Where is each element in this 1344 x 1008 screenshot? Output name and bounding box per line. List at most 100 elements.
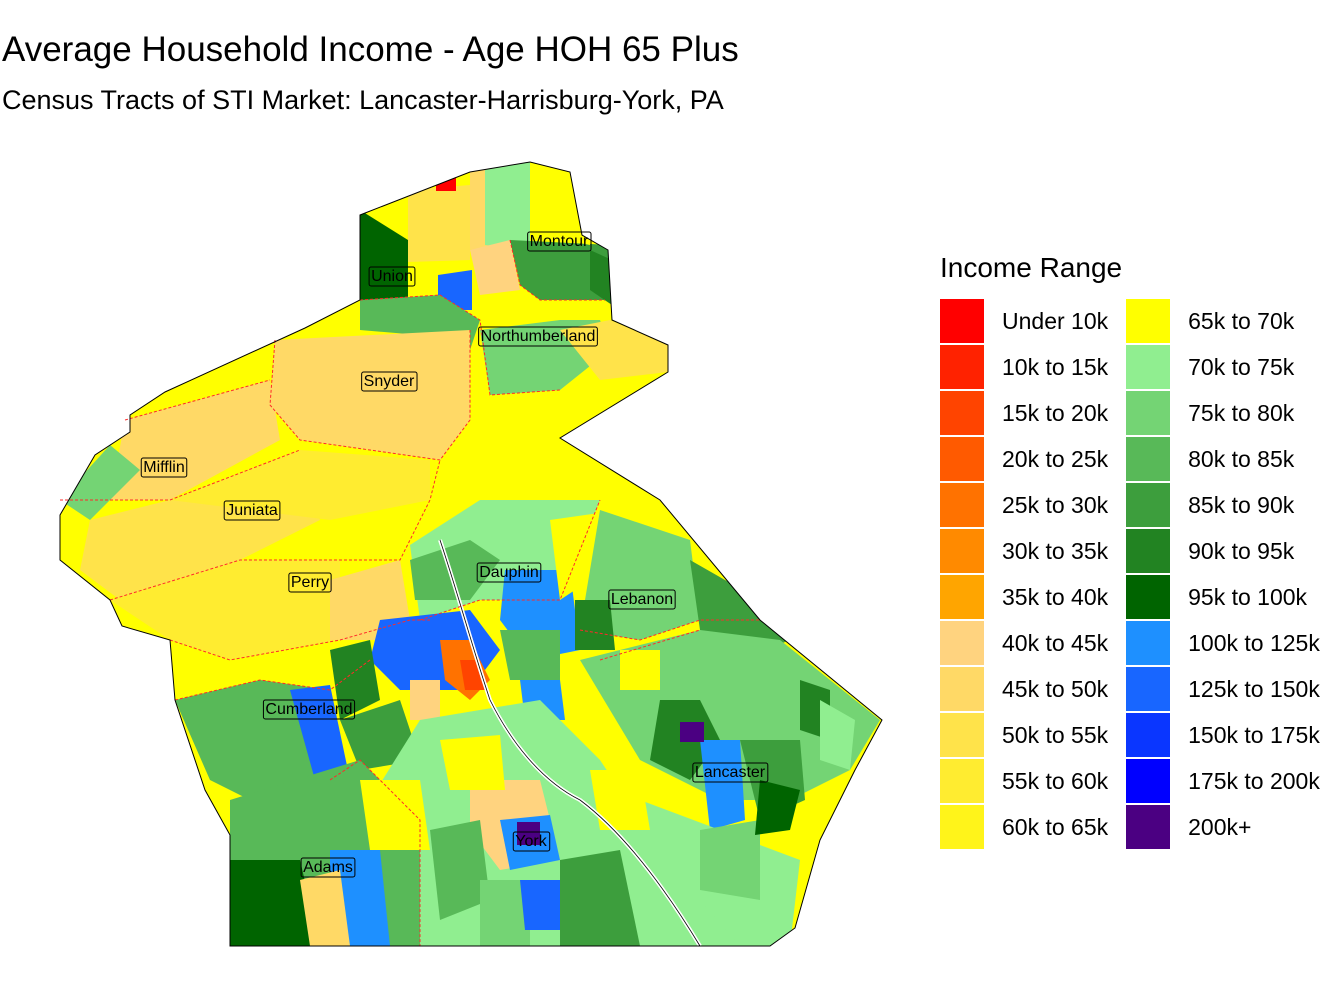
- legend-column: Under 10k 10k to 15k 15k to 20k 20k to 25k 2…: [940, 298, 1108, 850]
- legend: Income Range Under 10k 10k to 15k 15k to 2…: [940, 252, 1320, 850]
- legend-swatch: [1126, 299, 1171, 343]
- legend-swatch: [940, 759, 984, 803]
- county-label-union: Union: [368, 266, 416, 287]
- legend-label: 30k to 35k: [1002, 537, 1109, 564]
- legend-item: 20k to 25k: [940, 436, 1108, 482]
- county-label-text: Perry: [291, 574, 329, 591]
- legend-label: 75k to 80k: [1188, 399, 1295, 426]
- county-label-text: Juniata: [226, 502, 278, 519]
- legend-swatch: [1126, 575, 1171, 619]
- legend-swatch: [1126, 483, 1171, 527]
- legend-columns: Under 10k 10k to 15k 15k to 20k 20k to 25k 2…: [940, 298, 1320, 850]
- legend-item: Under 10k: [940, 298, 1108, 344]
- legend-item: 175k to 200k: [1126, 758, 1320, 804]
- legend-swatch: [940, 805, 984, 849]
- legend-swatch: [940, 391, 984, 435]
- legend-label: 100k to 125k: [1188, 629, 1320, 656]
- legend-item: 60k to 65k: [940, 804, 1108, 850]
- legend-label: 125k to 150k: [1188, 675, 1320, 702]
- county-label-juniata: Juniata: [223, 500, 281, 521]
- legend-swatch: [940, 713, 984, 757]
- county-label-lebanon: Lebanon: [608, 589, 676, 610]
- river-edge: [439, 539, 701, 947]
- county-label-text: Lancaster: [695, 764, 766, 781]
- legend-label: 60k to 65k: [1002, 813, 1109, 840]
- legend-label: 40k to 45k: [1002, 629, 1109, 656]
- legend-swatch: [1126, 345, 1171, 389]
- legend-item: 10k to 15k: [940, 344, 1108, 390]
- legend-item: 30k to 35k: [940, 528, 1108, 574]
- legend-item: 50k to 55k: [940, 712, 1108, 758]
- legend-swatch: [940, 529, 984, 573]
- legend-item: 25k to 30k: [940, 482, 1108, 528]
- legend-label: 95k to 100k: [1188, 583, 1308, 610]
- legend-swatch: [1126, 437, 1171, 481]
- legend-label: 175k to 200k: [1188, 767, 1320, 794]
- county-label-perry: Perry: [288, 572, 332, 593]
- legend-item: 35k to 40k: [940, 574, 1108, 620]
- legend-swatch: [1126, 713, 1171, 757]
- legend-label: 55k to 60k: [1002, 767, 1109, 794]
- county-label-mifflin: Mifflin: [140, 457, 188, 478]
- legend-swatch: [1126, 759, 1171, 803]
- legend-label: 80k to 85k: [1188, 445, 1295, 472]
- county-boundaries: [60, 239, 760, 946]
- legend-item: 75k to 80k: [1126, 390, 1320, 436]
- county-label-snyder: Snyder: [361, 371, 418, 392]
- county-label-dauphin: Dauphin: [476, 562, 542, 583]
- county-label-text: Snyder: [364, 373, 415, 390]
- legend-label: 90k to 95k: [1188, 537, 1295, 564]
- legend-label: 25k to 30k: [1002, 491, 1109, 518]
- legend-label: 85k to 90k: [1188, 491, 1295, 518]
- legend-label: 15k to 20k: [1002, 399, 1109, 426]
- county-label-york: York: [512, 831, 551, 852]
- county-label-lancaster: Lancaster: [692, 762, 769, 783]
- legend-item: 125k to 150k: [1126, 666, 1320, 712]
- legend-swatch: [940, 621, 984, 665]
- legend-label: 35k to 40k: [1002, 583, 1109, 610]
- region-outline: [59, 161, 883, 947]
- county-label-text: Dauphin: [479, 564, 539, 581]
- county-label-text: York: [515, 833, 547, 850]
- legend-swatch: [940, 345, 984, 389]
- legend-item: 65k to 70k: [1126, 298, 1320, 344]
- county-label-text: Union: [371, 268, 413, 285]
- map-subtitle: Census Tracts of STI Market: Lancaster-H…: [2, 85, 724, 115]
- legend-swatch: [1126, 805, 1171, 849]
- choropleth-map: Montour Union Northumberland Snyder Mifflin J…: [59, 161, 883, 948]
- legend-label: Under 10k: [1002, 307, 1109, 334]
- legend-item: 55k to 60k: [940, 758, 1108, 804]
- county-label-text: Adams: [303, 859, 353, 876]
- legend-swatch: [1126, 667, 1171, 711]
- legend-label: 50k to 55k: [1002, 721, 1109, 748]
- legend-item: 100k to 125k: [1126, 620, 1320, 666]
- legend-swatch: [1126, 391, 1171, 435]
- county-label-northumberland: Northumberland: [478, 326, 598, 347]
- legend-label: 45k to 50k: [1002, 675, 1109, 702]
- legend-column: 65k to 70k 70k to 75k 75k to 80k 80k to 85k…: [1126, 298, 1320, 850]
- county-label-adams: Adams: [300, 857, 356, 878]
- legend-item: 80k to 85k: [1126, 436, 1320, 482]
- legend-title: Income Range: [940, 252, 1123, 283]
- legend-item: 70k to 75k: [1126, 344, 1320, 390]
- legend-item: 90k to 95k: [1126, 528, 1320, 574]
- county-label-cumberland: Cumberland: [262, 699, 356, 720]
- county-label-text: Lebanon: [611, 591, 673, 608]
- legend-swatch: [940, 575, 984, 619]
- county-label-text: Mifflin: [143, 459, 185, 476]
- county-label-text: Cumberland: [265, 701, 352, 718]
- legend-swatch: [940, 667, 984, 711]
- legend-swatch: [940, 483, 984, 527]
- legend-item: 40k to 45k: [940, 620, 1108, 666]
- legend-item: 200k+: [1126, 804, 1320, 850]
- legend-item: 95k to 100k: [1126, 574, 1320, 620]
- legend-label: 150k to 175k: [1188, 721, 1320, 748]
- legend-swatch: [1126, 621, 1171, 665]
- legend-label: 10k to 15k: [1002, 353, 1109, 380]
- legend-label: 20k to 25k: [1002, 445, 1109, 472]
- legend-item: 45k to 50k: [940, 666, 1108, 712]
- legend-swatch: [940, 437, 984, 481]
- legend-item: 150k to 175k: [1126, 712, 1320, 758]
- legend-item: 15k to 20k: [940, 390, 1108, 436]
- county-label-montour: Montour: [527, 231, 592, 252]
